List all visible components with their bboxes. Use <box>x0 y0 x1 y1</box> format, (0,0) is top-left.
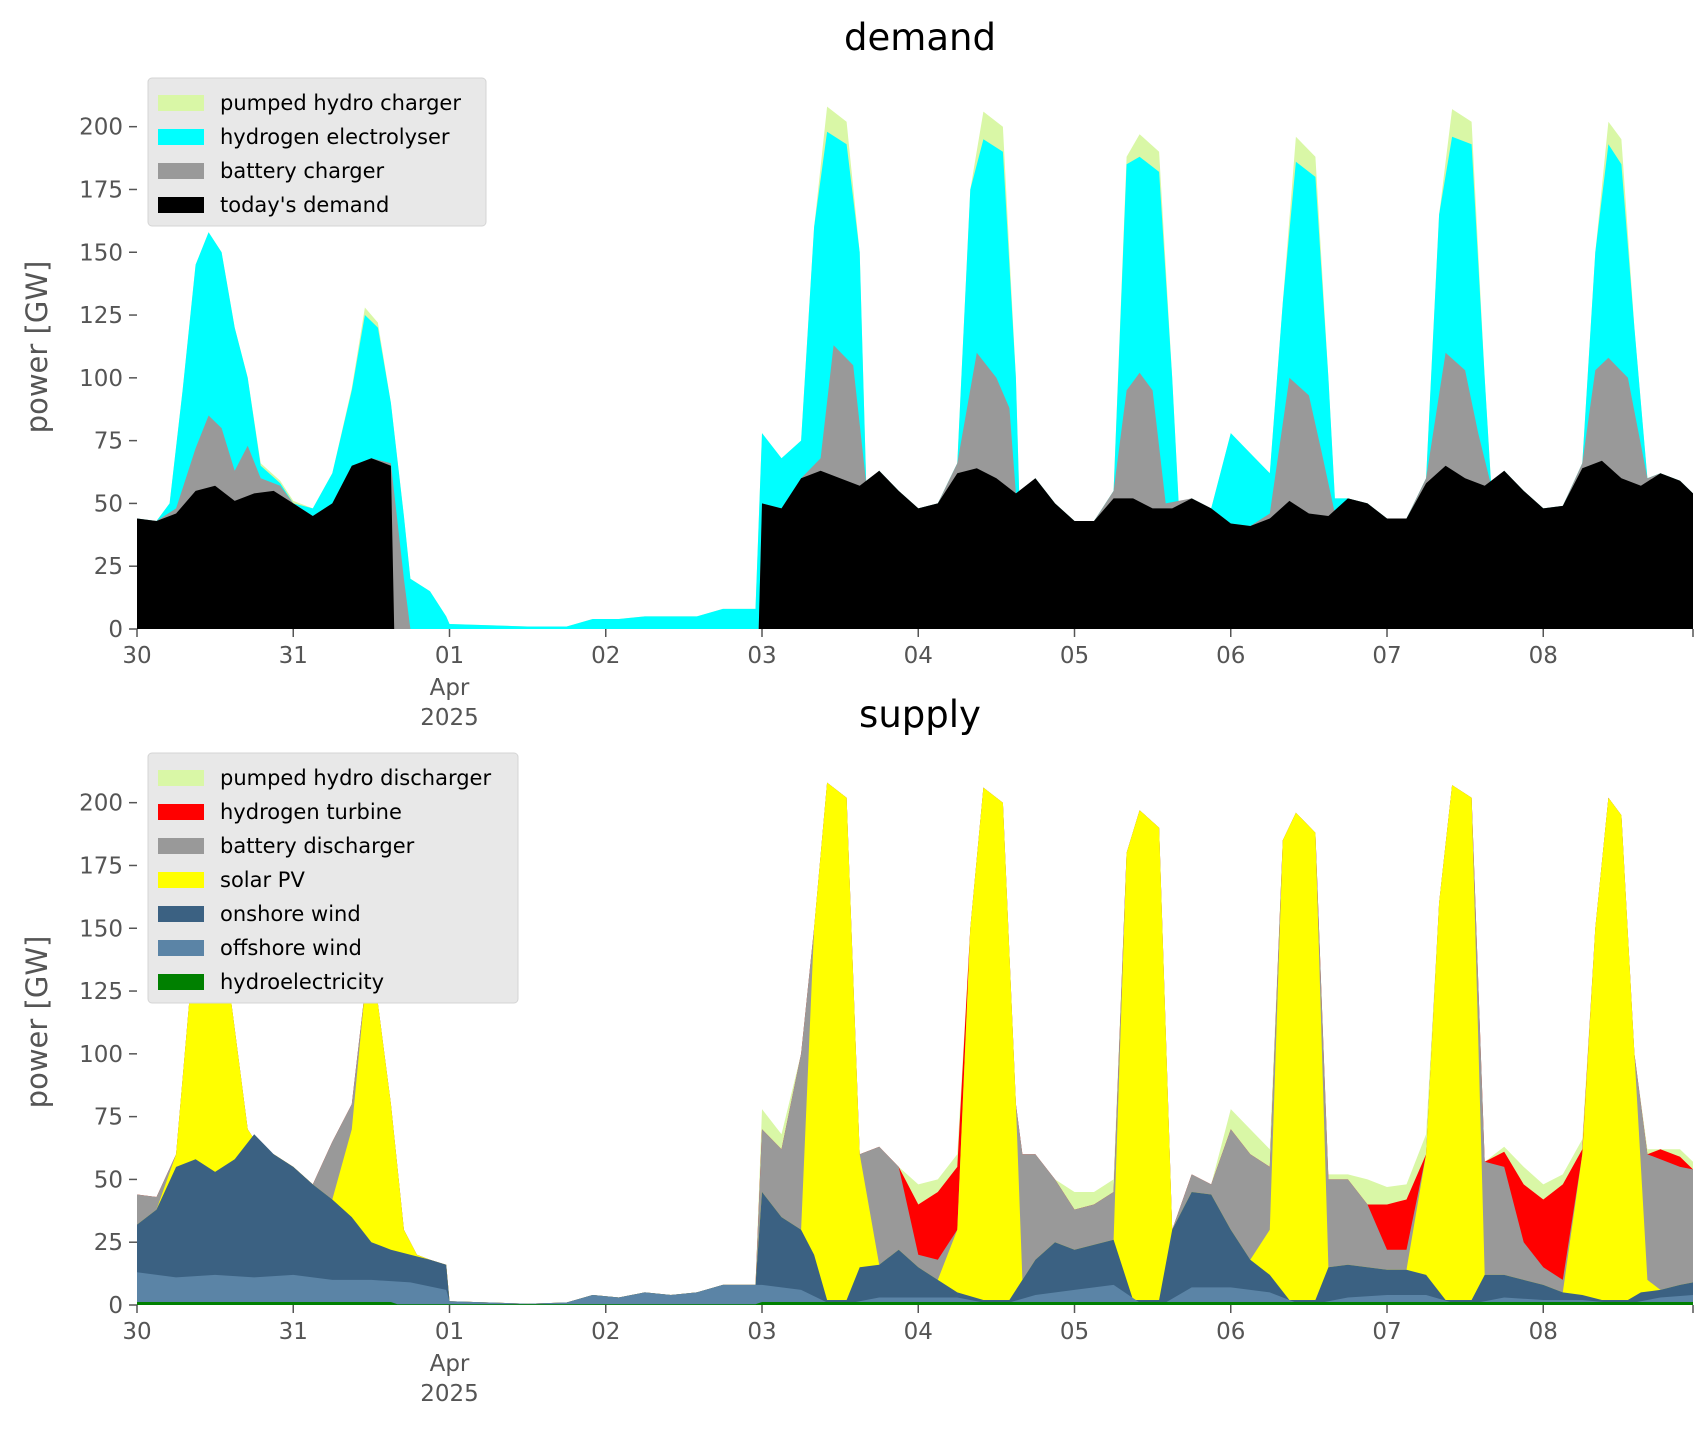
x-tick-label: 04 <box>904 1319 933 1345</box>
plot-area <box>137 782 1693 1305</box>
legend-swatch-pumped-hydro-charger <box>158 95 204 111</box>
x-tick-sublabel: Apr <box>430 675 470 701</box>
x-tick-label: 08 <box>1529 643 1558 669</box>
x-tick-label: 01 <box>435 643 464 669</box>
x-tick-sublabel: 2025 <box>420 705 479 731</box>
legend-label-pumped-hydro-discharger: pumped hydro discharger <box>220 766 491 790</box>
x-tick-label: 07 <box>1372 1319 1401 1345</box>
y-tick-label: 25 <box>94 554 123 580</box>
x-tick-label: 03 <box>747 1319 776 1345</box>
y-tick-label: 100 <box>79 1042 123 1068</box>
legend-label-battery-charger: battery charger <box>220 159 385 183</box>
axes: 0 25 50 75 100 125 150 175 200 30 31 01 Apr 2025 02 03 0… <box>79 115 1694 731</box>
x-tick-label: 07 <box>1372 643 1401 669</box>
x-tick-label: 08 <box>1529 1319 1558 1345</box>
area-offshore-wind <box>137 1272 1693 1305</box>
x-tick-sublabel: 2025 <box>420 1381 479 1407</box>
legend-label-battery-discharger: battery discharger <box>220 834 415 858</box>
y-tick-label: 25 <box>94 1230 123 1256</box>
x-tick-label: 04 <box>904 643 933 669</box>
x-tick-label: 05 <box>1060 1319 1089 1345</box>
x-tick-label: 01 <box>435 1319 464 1345</box>
area-solar-pv <box>137 782 1693 1305</box>
x-tick-sublabel: Apr <box>430 1351 470 1377</box>
x-tick-label: 02 <box>591 1319 620 1345</box>
x-tick-label: 31 <box>279 643 308 669</box>
x-tick-label: 30 <box>122 643 151 669</box>
legend-label-hydrogen-turbine: hydrogen turbine <box>220 800 402 824</box>
x-tick-label: 31 <box>279 1319 308 1345</box>
legend-swatch-hydroelectricity <box>158 974 204 990</box>
legend: pumped hydro charger hydrogen electrolyse… <box>147 77 487 227</box>
y-tick-label: 125 <box>79 303 123 329</box>
legend-label-hydrogen-electrolyser: hydrogen electrolyser <box>220 125 450 149</box>
y-tick-label: 150 <box>79 916 123 942</box>
chart-title: demand <box>844 16 996 59</box>
legend-swatch-onshore-wind <box>158 906 204 922</box>
demand-panel: demand power [GW] 0 25 50 75 100 125 150 175 200… <box>20 16 1694 731</box>
legend-label-offshore-wind: offshore wind <box>220 936 362 960</box>
y-tick-label: 100 <box>79 366 123 392</box>
axes: 0 25 50 75 100 125 150 175 200 30 31 01 Apr 2025 02 03 0… <box>79 791 1694 1407</box>
legend-swatch-hydrogen-electrolyser <box>158 129 204 145</box>
y-tick-label: 75 <box>94 1105 123 1131</box>
y-tick-label: 0 <box>108 1293 123 1319</box>
legend-box <box>147 752 519 1004</box>
y-tick-label: 125 <box>79 979 123 1005</box>
x-tick-label: 02 <box>591 643 620 669</box>
y-tick-label: 75 <box>94 429 123 455</box>
chart-title: supply <box>859 693 981 736</box>
y-tick-label: 200 <box>79 115 123 141</box>
legend-swatch-battery-discharger <box>158 838 204 854</box>
x-tick-label: 06 <box>1216 1319 1245 1345</box>
y-axis-label: power [GW] <box>20 261 54 434</box>
area-today-s-demand <box>137 458 1693 629</box>
legend-label-pumped-hydro-charger: pumped hydro charger <box>220 91 461 115</box>
legend-swatch-today-s-demand <box>158 197 204 213</box>
legend-swatch-hydrogen-turbine <box>158 804 204 820</box>
x-tick-label: 03 <box>747 643 776 669</box>
area-hydroelectricity <box>137 1302 1693 1305</box>
legend: pumped hydro discharger hydrogen turbine b… <box>147 752 519 1004</box>
plot-area <box>137 106 1693 630</box>
y-tick-label: 175 <box>79 853 123 879</box>
x-tick-label: 30 <box>122 1319 151 1345</box>
legend-label-hydroelectricity: hydroelectricity <box>220 970 384 994</box>
legend-label-today-s-demand: today's demand <box>220 193 389 217</box>
legend-label-solar-pv: solar PV <box>220 868 305 892</box>
y-tick-label: 0 <box>108 617 123 643</box>
y-tick-label: 50 <box>94 1167 123 1193</box>
y-tick-label: 175 <box>79 177 123 203</box>
supply-panel: supply power [GW] 0 25 50 75 100 125 150 175 200… <box>20 693 1694 1407</box>
legend-swatch-solar-pv <box>158 872 204 888</box>
y-tick-label: 150 <box>79 240 123 266</box>
y-axis-label: power [GW] <box>20 936 54 1109</box>
legend-swatch-pumped-hydro-discharger <box>158 770 204 786</box>
y-tick-label: 50 <box>94 491 123 517</box>
legend-swatch-offshore-wind <box>158 940 204 956</box>
x-tick-label: 06 <box>1216 643 1245 669</box>
legend-label-onshore-wind: onshore wind <box>220 902 361 926</box>
legend-swatch-battery-charger <box>158 163 204 179</box>
legend-box <box>147 77 487 227</box>
y-tick-label: 200 <box>79 791 123 817</box>
x-tick-label: 05 <box>1060 643 1089 669</box>
